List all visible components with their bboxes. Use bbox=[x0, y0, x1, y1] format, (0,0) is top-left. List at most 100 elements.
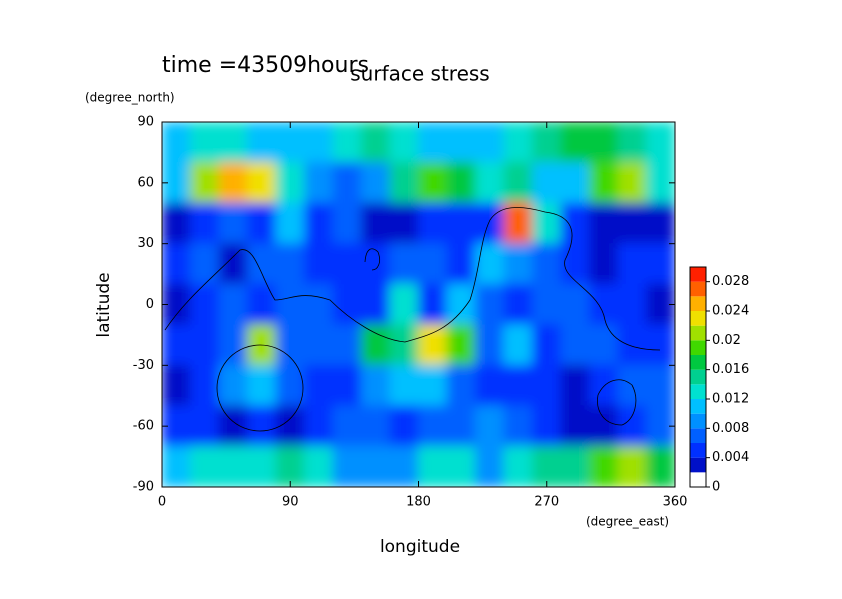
colorbar-tick-label: 0 bbox=[712, 480, 720, 495]
contour-cell bbox=[532, 243, 562, 285]
contour-cell bbox=[389, 243, 419, 285]
contour-cell bbox=[446, 283, 476, 326]
contour-cell bbox=[190, 202, 220, 245]
contour-cell bbox=[475, 445, 505, 487]
contour-cell bbox=[503, 122, 533, 164]
contour-cell bbox=[475, 324, 505, 366]
contour-cell bbox=[475, 283, 505, 326]
contour-cell bbox=[332, 122, 362, 164]
x-tick-label: 270 bbox=[534, 495, 559, 510]
contour-cell bbox=[190, 405, 220, 447]
y-tick-label: -60 bbox=[133, 419, 154, 434]
y-tick-label: -90 bbox=[133, 480, 154, 495]
contour-cell bbox=[503, 324, 533, 366]
contour-cell bbox=[332, 243, 362, 285]
contour-cell bbox=[361, 405, 391, 447]
contour-cell bbox=[361, 243, 391, 285]
contour-cell bbox=[418, 364, 448, 407]
contour-cell bbox=[275, 364, 305, 407]
contour-cell bbox=[389, 405, 419, 447]
colorbar-band bbox=[690, 281, 706, 297]
contour-cell bbox=[332, 405, 362, 447]
contour-cell bbox=[503, 283, 533, 326]
contour-cell bbox=[532, 405, 562, 447]
contour-cell bbox=[418, 162, 448, 204]
contour-cell bbox=[332, 283, 362, 326]
contour-cell bbox=[275, 122, 305, 164]
contour-cell bbox=[162, 202, 191, 245]
contour-cell bbox=[218, 405, 248, 447]
contour-cell bbox=[646, 324, 675, 366]
colorbar-band bbox=[690, 457, 706, 473]
colorbar-band bbox=[690, 311, 706, 326]
contour-cell bbox=[560, 243, 590, 285]
contour-cell bbox=[190, 445, 220, 487]
contour-cell bbox=[332, 324, 362, 366]
contour-cell bbox=[617, 243, 647, 285]
contour-cell bbox=[190, 162, 220, 204]
contour-cell bbox=[361, 283, 391, 326]
contour-cell bbox=[532, 324, 562, 366]
contour-cell bbox=[190, 324, 220, 366]
y-tick-label: 90 bbox=[137, 115, 154, 130]
contour-cell bbox=[304, 243, 334, 285]
contour-cell bbox=[332, 445, 362, 487]
y-tick-label: 30 bbox=[137, 236, 154, 251]
colorbar-band bbox=[690, 355, 706, 370]
contour-cell bbox=[275, 445, 305, 487]
contour-cell bbox=[361, 364, 391, 407]
contour-cell bbox=[560, 364, 590, 407]
contour-cell bbox=[247, 364, 277, 407]
contour-cell bbox=[418, 283, 448, 326]
contour-cell bbox=[560, 122, 590, 164]
contour-cell bbox=[361, 324, 391, 366]
contour-cell bbox=[247, 162, 277, 204]
colorbar-frame bbox=[689, 266, 707, 488]
contour-field bbox=[162, 122, 675, 487]
contour-cell bbox=[475, 202, 505, 245]
contour-cell bbox=[190, 364, 220, 407]
contour-cell bbox=[218, 122, 248, 164]
contour-cell bbox=[589, 162, 619, 204]
contour-cell bbox=[218, 364, 248, 407]
contour-cells bbox=[162, 122, 675, 487]
contour-cell bbox=[560, 405, 590, 447]
contour-cell bbox=[418, 445, 448, 487]
colorbar-band bbox=[690, 443, 706, 458]
contour-cell bbox=[361, 202, 391, 245]
x-unit: (degree_east) bbox=[586, 515, 669, 529]
contour-cell bbox=[389, 364, 419, 407]
contour-cell bbox=[218, 283, 248, 326]
contour-cell bbox=[589, 324, 619, 366]
contour-cell bbox=[304, 202, 334, 245]
x-axis-label: longitude bbox=[380, 537, 460, 557]
contour-cell bbox=[446, 324, 476, 366]
coastline bbox=[216, 344, 304, 432]
coastline bbox=[597, 379, 637, 426]
contour-cell bbox=[361, 445, 391, 487]
contour-cell bbox=[532, 202, 562, 245]
contour-cell bbox=[247, 202, 277, 245]
contour-cell bbox=[589, 122, 619, 164]
contour-cell bbox=[304, 405, 334, 447]
contour-cell bbox=[532, 364, 562, 407]
contour-cell bbox=[361, 122, 391, 164]
contour-cell bbox=[446, 122, 476, 164]
subtitle: time =43509hours bbox=[162, 53, 369, 78]
colorbar-band bbox=[690, 472, 706, 487]
colorbar-band bbox=[690, 340, 706, 355]
contour-cell bbox=[275, 162, 305, 204]
x-tick-label: 0 bbox=[158, 495, 166, 510]
contour-cell bbox=[304, 283, 334, 326]
contour-cell bbox=[617, 283, 647, 326]
colorbar-band bbox=[690, 399, 706, 414]
contour-cell bbox=[247, 445, 277, 487]
y-axis-label: latitude bbox=[94, 272, 114, 337]
contour-cell bbox=[389, 202, 419, 245]
contour-cell bbox=[503, 162, 533, 204]
contour-cell bbox=[532, 122, 562, 164]
contour-cell bbox=[617, 122, 647, 164]
contour-cell bbox=[247, 405, 277, 447]
